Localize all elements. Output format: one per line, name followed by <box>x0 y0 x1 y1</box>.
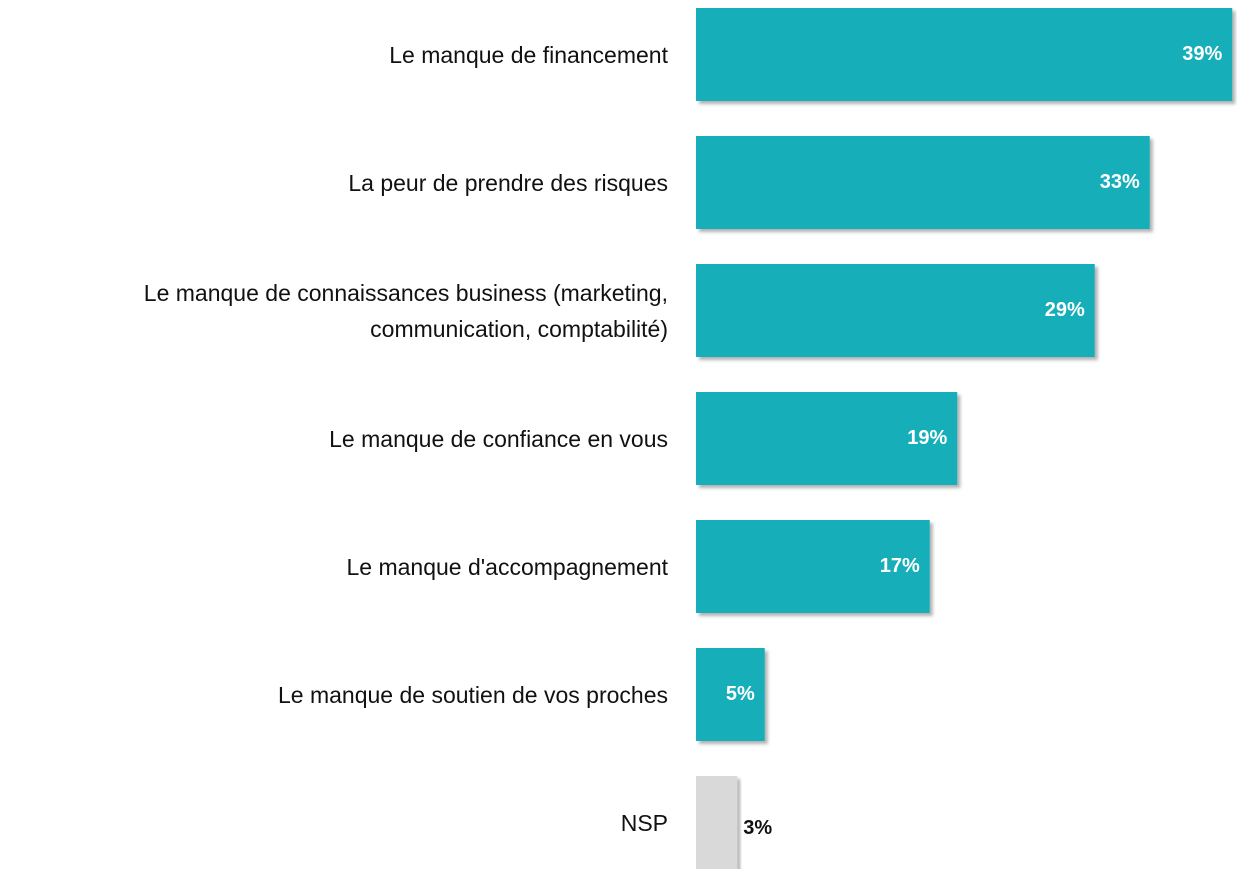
bar <box>696 8 1233 101</box>
bar <box>696 520 930 613</box>
bar <box>696 392 958 485</box>
bar <box>696 264 1095 357</box>
category-label: Le manque de soutien de vos proches <box>278 681 668 708</box>
category-label: Le manque d'accompagnement <box>346 553 669 580</box>
value-label: 39% <box>1182 43 1222 65</box>
category-label: Le manque de financement <box>389 41 668 68</box>
value-label: 33% <box>1100 171 1140 193</box>
value-label: 29% <box>1045 299 1085 321</box>
bar <box>696 776 738 869</box>
category-label: Le manque de connaissances business (mar… <box>143 279 668 342</box>
value-label: 3% <box>743 817 772 839</box>
value-label: 19% <box>907 427 947 449</box>
bar <box>696 136 1150 229</box>
category-label: Le manque de confiance en vous <box>329 425 668 452</box>
bar <box>696 648 765 741</box>
category-label: NSP <box>620 809 668 836</box>
category-label: La peur de prendre des risques <box>348 169 668 196</box>
value-label: 5% <box>726 683 755 705</box>
value-label: 17% <box>880 555 920 577</box>
